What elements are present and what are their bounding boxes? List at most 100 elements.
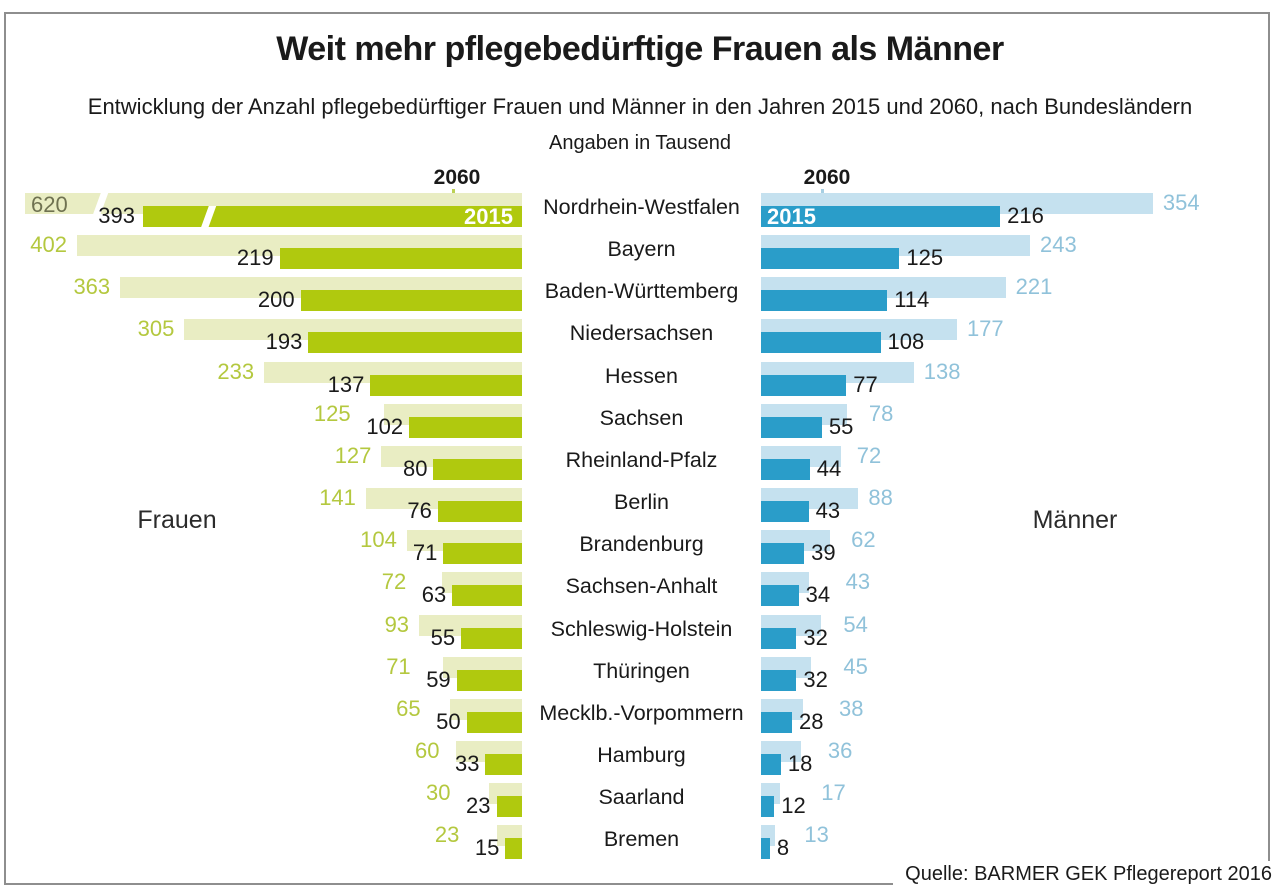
frauen-2015-value-label: 33 bbox=[454, 750, 480, 776]
frauen-2015-bar bbox=[461, 627, 522, 649]
frauen-2060-value-label: 125 bbox=[313, 400, 351, 426]
maenner-2015-value-label: 39 bbox=[811, 540, 836, 566]
frauen-2015-value-label: 102 bbox=[366, 413, 404, 439]
maenner-2015-bar bbox=[761, 669, 797, 691]
state-row-label: Rheinland-Pfalz bbox=[565, 447, 718, 472]
state-row-label: Berlin bbox=[614, 490, 669, 515]
maenner-2015-bar bbox=[761, 838, 770, 860]
frauen-2015-bar bbox=[456, 669, 522, 691]
maenner-2060-value-label: 36 bbox=[827, 737, 853, 763]
maenner-2015-value-label: 55 bbox=[828, 413, 854, 439]
frauen-2060-value-label: 141 bbox=[319, 485, 356, 511]
frauen-2060-value-label: 233 bbox=[217, 358, 255, 384]
maenner-2015-value-label: 108 bbox=[887, 329, 925, 355]
maenner-2060-value-label: 38 bbox=[838, 695, 864, 721]
group-label-frauen: Frauen bbox=[137, 506, 217, 534]
maenner-2015-value-label: 12 bbox=[781, 793, 806, 819]
state-row-label: Niedersachsen bbox=[569, 321, 714, 346]
frauen-2060-value-label: 104 bbox=[360, 527, 397, 553]
frauen-2015-bar bbox=[437, 501, 522, 523]
frauen-2015-bar bbox=[300, 290, 522, 312]
frauen-2015-bar bbox=[308, 332, 522, 354]
maenner-2015-bar bbox=[761, 374, 847, 396]
state-row-label: Thüringen bbox=[593, 658, 690, 683]
frauen-2015-value-label: 15 bbox=[474, 835, 500, 861]
maenner-2015-bar bbox=[761, 332, 881, 354]
maenner-2060-value-label: 62 bbox=[851, 527, 876, 553]
year-2060-header-right: 2060 bbox=[803, 166, 851, 189]
frauen-2015-value-label: 393 bbox=[98, 203, 135, 228]
frauen-2060-value-label: 363 bbox=[73, 274, 111, 300]
frauen-2015-bar bbox=[485, 753, 522, 775]
frauen-2015-value-label: 63 bbox=[421, 582, 447, 608]
group-label-maenner: Männer bbox=[1032, 506, 1118, 534]
maenner-2015-bar bbox=[761, 585, 799, 607]
chart-title: Weit mehr pflegebedürftige Frauen als Mä… bbox=[276, 30, 1004, 68]
maenner-2060-value-label: 45 bbox=[843, 653, 868, 679]
frauen-2015-bar bbox=[466, 711, 522, 733]
state-row-label: Hamburg bbox=[597, 742, 686, 767]
state-row-label: Baden-Württemberg bbox=[544, 279, 739, 304]
frauen-2060-value-label: 93 bbox=[384, 611, 410, 637]
maenner-2060-value-label: 177 bbox=[966, 316, 1004, 342]
state-row-label: Hessen bbox=[605, 363, 678, 388]
maenner-2015-value-label: 114 bbox=[894, 287, 930, 313]
frauen-2060-value-label: 71 bbox=[386, 653, 411, 679]
frauen-2015-value-label: 137 bbox=[327, 371, 365, 397]
frauen-2015-value-label: 50 bbox=[436, 708, 461, 734]
maenner-2060-value-label: 138 bbox=[923, 358, 961, 384]
chart-frame-border bbox=[4, 12, 1270, 885]
maenner-2060-value-label: 13 bbox=[804, 822, 829, 848]
state-row-label: Saarland bbox=[598, 785, 685, 810]
maenner-2015-bar bbox=[761, 627, 797, 649]
maenner-2015-bar bbox=[761, 416, 822, 438]
maenner-2060-value-label: 78 bbox=[868, 400, 894, 426]
maenner-2015-value-label: 43 bbox=[815, 498, 841, 524]
frauen-2015-value-label: 193 bbox=[265, 329, 303, 355]
state-row-label: Sachsen bbox=[599, 405, 684, 430]
frauen-2015-bar bbox=[496, 796, 522, 818]
maenner-2015-bar bbox=[761, 711, 792, 733]
frauen-2015-value-label: 219 bbox=[236, 245, 274, 271]
maenner-2015-bar bbox=[761, 796, 775, 818]
maenner-2015-value-label: 77 bbox=[853, 371, 878, 397]
frauen-2015-bar bbox=[409, 416, 522, 438]
year-2015-inbar-label-right: 2015 bbox=[767, 204, 816, 229]
frauen-2015-bar: 2015 bbox=[143, 206, 522, 228]
state-row-label: Sachsen-Anhalt bbox=[565, 574, 718, 599]
maenner-2015-value-label: 125 bbox=[906, 245, 944, 271]
state-row-label: Schleswig-Holstein bbox=[550, 616, 733, 641]
state-row-label: Nordrhein-Westfalen bbox=[543, 195, 740, 219]
frauen-2060-value-label: 60 bbox=[414, 737, 440, 763]
unit-note: Angaben in Tausend bbox=[548, 132, 731, 154]
frauen-2015-bar bbox=[443, 543, 522, 565]
frauen-2060-value-label: 23 bbox=[434, 822, 460, 848]
maenner-2060-value-label: 221 bbox=[1015, 274, 1053, 300]
frauen-2015-bar bbox=[279, 248, 522, 270]
frauen-2015-value-label: 80 bbox=[402, 455, 428, 481]
source-credit: Quelle: BARMER GEK Pflegereport 2016 bbox=[893, 861, 1274, 888]
frauen-2060-value-label: 620 bbox=[31, 192, 68, 217]
maenner-2015-bar bbox=[761, 543, 805, 565]
maenner-2015-bar bbox=[761, 501, 809, 523]
maenner-2015-value-label: 34 bbox=[805, 582, 831, 608]
axis-break-slash bbox=[199, 206, 218, 227]
frauen-2015-bar bbox=[370, 374, 522, 396]
maenner-2060-value-label: 72 bbox=[856, 442, 882, 468]
maenner-2060-value-label: 43 bbox=[845, 569, 871, 595]
frauen-2015-value-label: 59 bbox=[426, 666, 451, 692]
year-2060-header-left: 2060 bbox=[433, 166, 481, 189]
maenner-2015-value-label: 32 bbox=[803, 624, 828, 650]
maenner-2060-value-label: 354 bbox=[1162, 190, 1200, 215]
maenner-2015-bar bbox=[761, 458, 810, 480]
frauen-2015-bar bbox=[505, 838, 522, 860]
maenner-2060-value-label: 54 bbox=[843, 611, 868, 637]
frauen-2015-value-label: 71 bbox=[412, 540, 438, 566]
state-row-label: Bremen bbox=[603, 827, 680, 852]
state-row-label: Mecklb.-Vorpommern bbox=[539, 700, 744, 725]
frauen-2060-value-label: 72 bbox=[381, 569, 407, 595]
frauen-2060-value-label: 402 bbox=[30, 232, 67, 258]
frauen-2060-value-label: 65 bbox=[396, 695, 421, 721]
